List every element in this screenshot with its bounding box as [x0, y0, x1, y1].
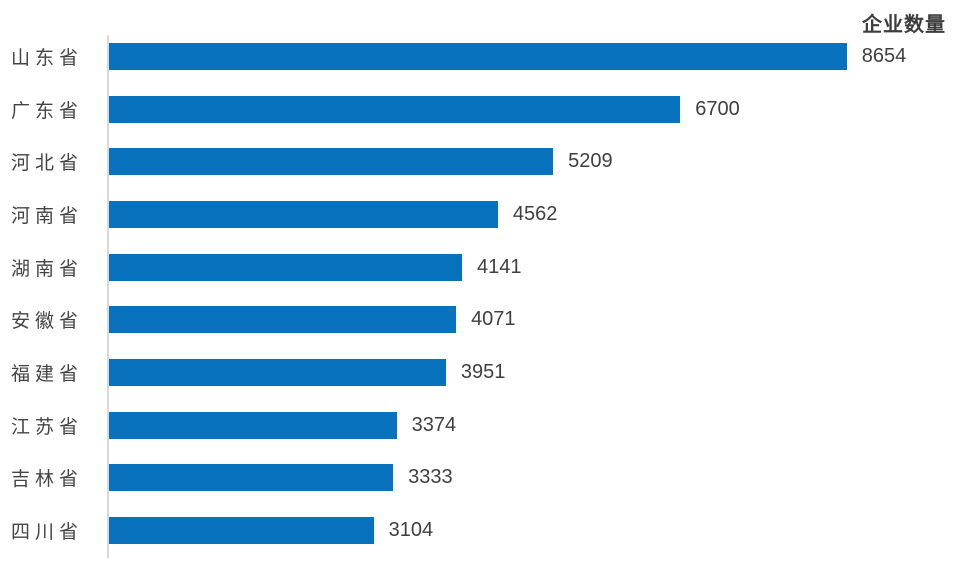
bar-track: 6700: [109, 83, 959, 136]
bar-track: 5209: [109, 135, 959, 188]
bar-track: 3951: [109, 346, 959, 399]
value-label: 3333: [408, 466, 453, 489]
bar-track: 4071: [109, 294, 959, 347]
bar: [109, 306, 457, 334]
bar: [109, 411, 397, 439]
value-label: 4071: [471, 308, 516, 331]
category-label: 福建省: [11, 364, 84, 386]
bar: [109, 517, 374, 545]
bar: [109, 464, 394, 492]
value-label: 4562: [512, 202, 558, 225]
category-label: 河北省: [11, 153, 84, 175]
bar: [109, 148, 554, 176]
value-label: 8654: [861, 44, 907, 67]
value-label: 4141: [477, 255, 522, 278]
bar-track: 3374: [109, 399, 959, 452]
bar-row: 广东省 6700: [0, 83, 959, 136]
category-label: 江苏省: [11, 416, 84, 438]
bar-row: 安徽省 4071: [0, 294, 959, 347]
value-label: 3104: [388, 519, 434, 542]
chart-title: 企业数量: [862, 14, 946, 36]
bar-row: 福建省 3951: [0, 346, 959, 399]
bar-row: 吉林省 3333: [0, 452, 959, 505]
bar-row: 四川省 3104: [0, 504, 959, 557]
bar-row: 河北省 5209: [0, 135, 959, 188]
bar-row: 河南省 4562: [0, 188, 959, 241]
category-label: 山东省: [11, 47, 84, 69]
value-label: 5209: [568, 150, 613, 173]
bar: [109, 42, 847, 70]
y-axis-line: [107, 35, 109, 558]
category-label: 湖南省: [11, 258, 84, 280]
category-label: 河南省: [11, 205, 84, 227]
bar-row: 山东省 8654: [0, 30, 959, 83]
bar-track: 3333: [109, 452, 959, 505]
bar: [109, 200, 498, 228]
bar-track: 4562: [109, 188, 959, 241]
bar-track: 4141: [109, 241, 959, 294]
bar: [109, 95, 681, 123]
category-label: 吉林省: [11, 469, 84, 491]
category-label: 广东省: [11, 100, 84, 122]
category-label: 四川省: [11, 522, 84, 544]
bar: [109, 253, 463, 281]
bar-track: 3104: [109, 504, 959, 557]
bar-row: 江苏省 3374: [0, 399, 959, 452]
bar-row: 湖南省 4141: [0, 241, 959, 294]
value-label: 3951: [460, 361, 506, 384]
bar: [109, 359, 446, 387]
bar-rows: 山东省 8654 广东省 6700 河北省 5209 河南省 4562 湖南省 …: [0, 30, 959, 557]
value-label: 6700: [695, 97, 740, 120]
category-label: 安徽省: [11, 311, 84, 333]
value-label: 3374: [411, 413, 457, 436]
bar-track: 8654: [109, 30, 959, 83]
